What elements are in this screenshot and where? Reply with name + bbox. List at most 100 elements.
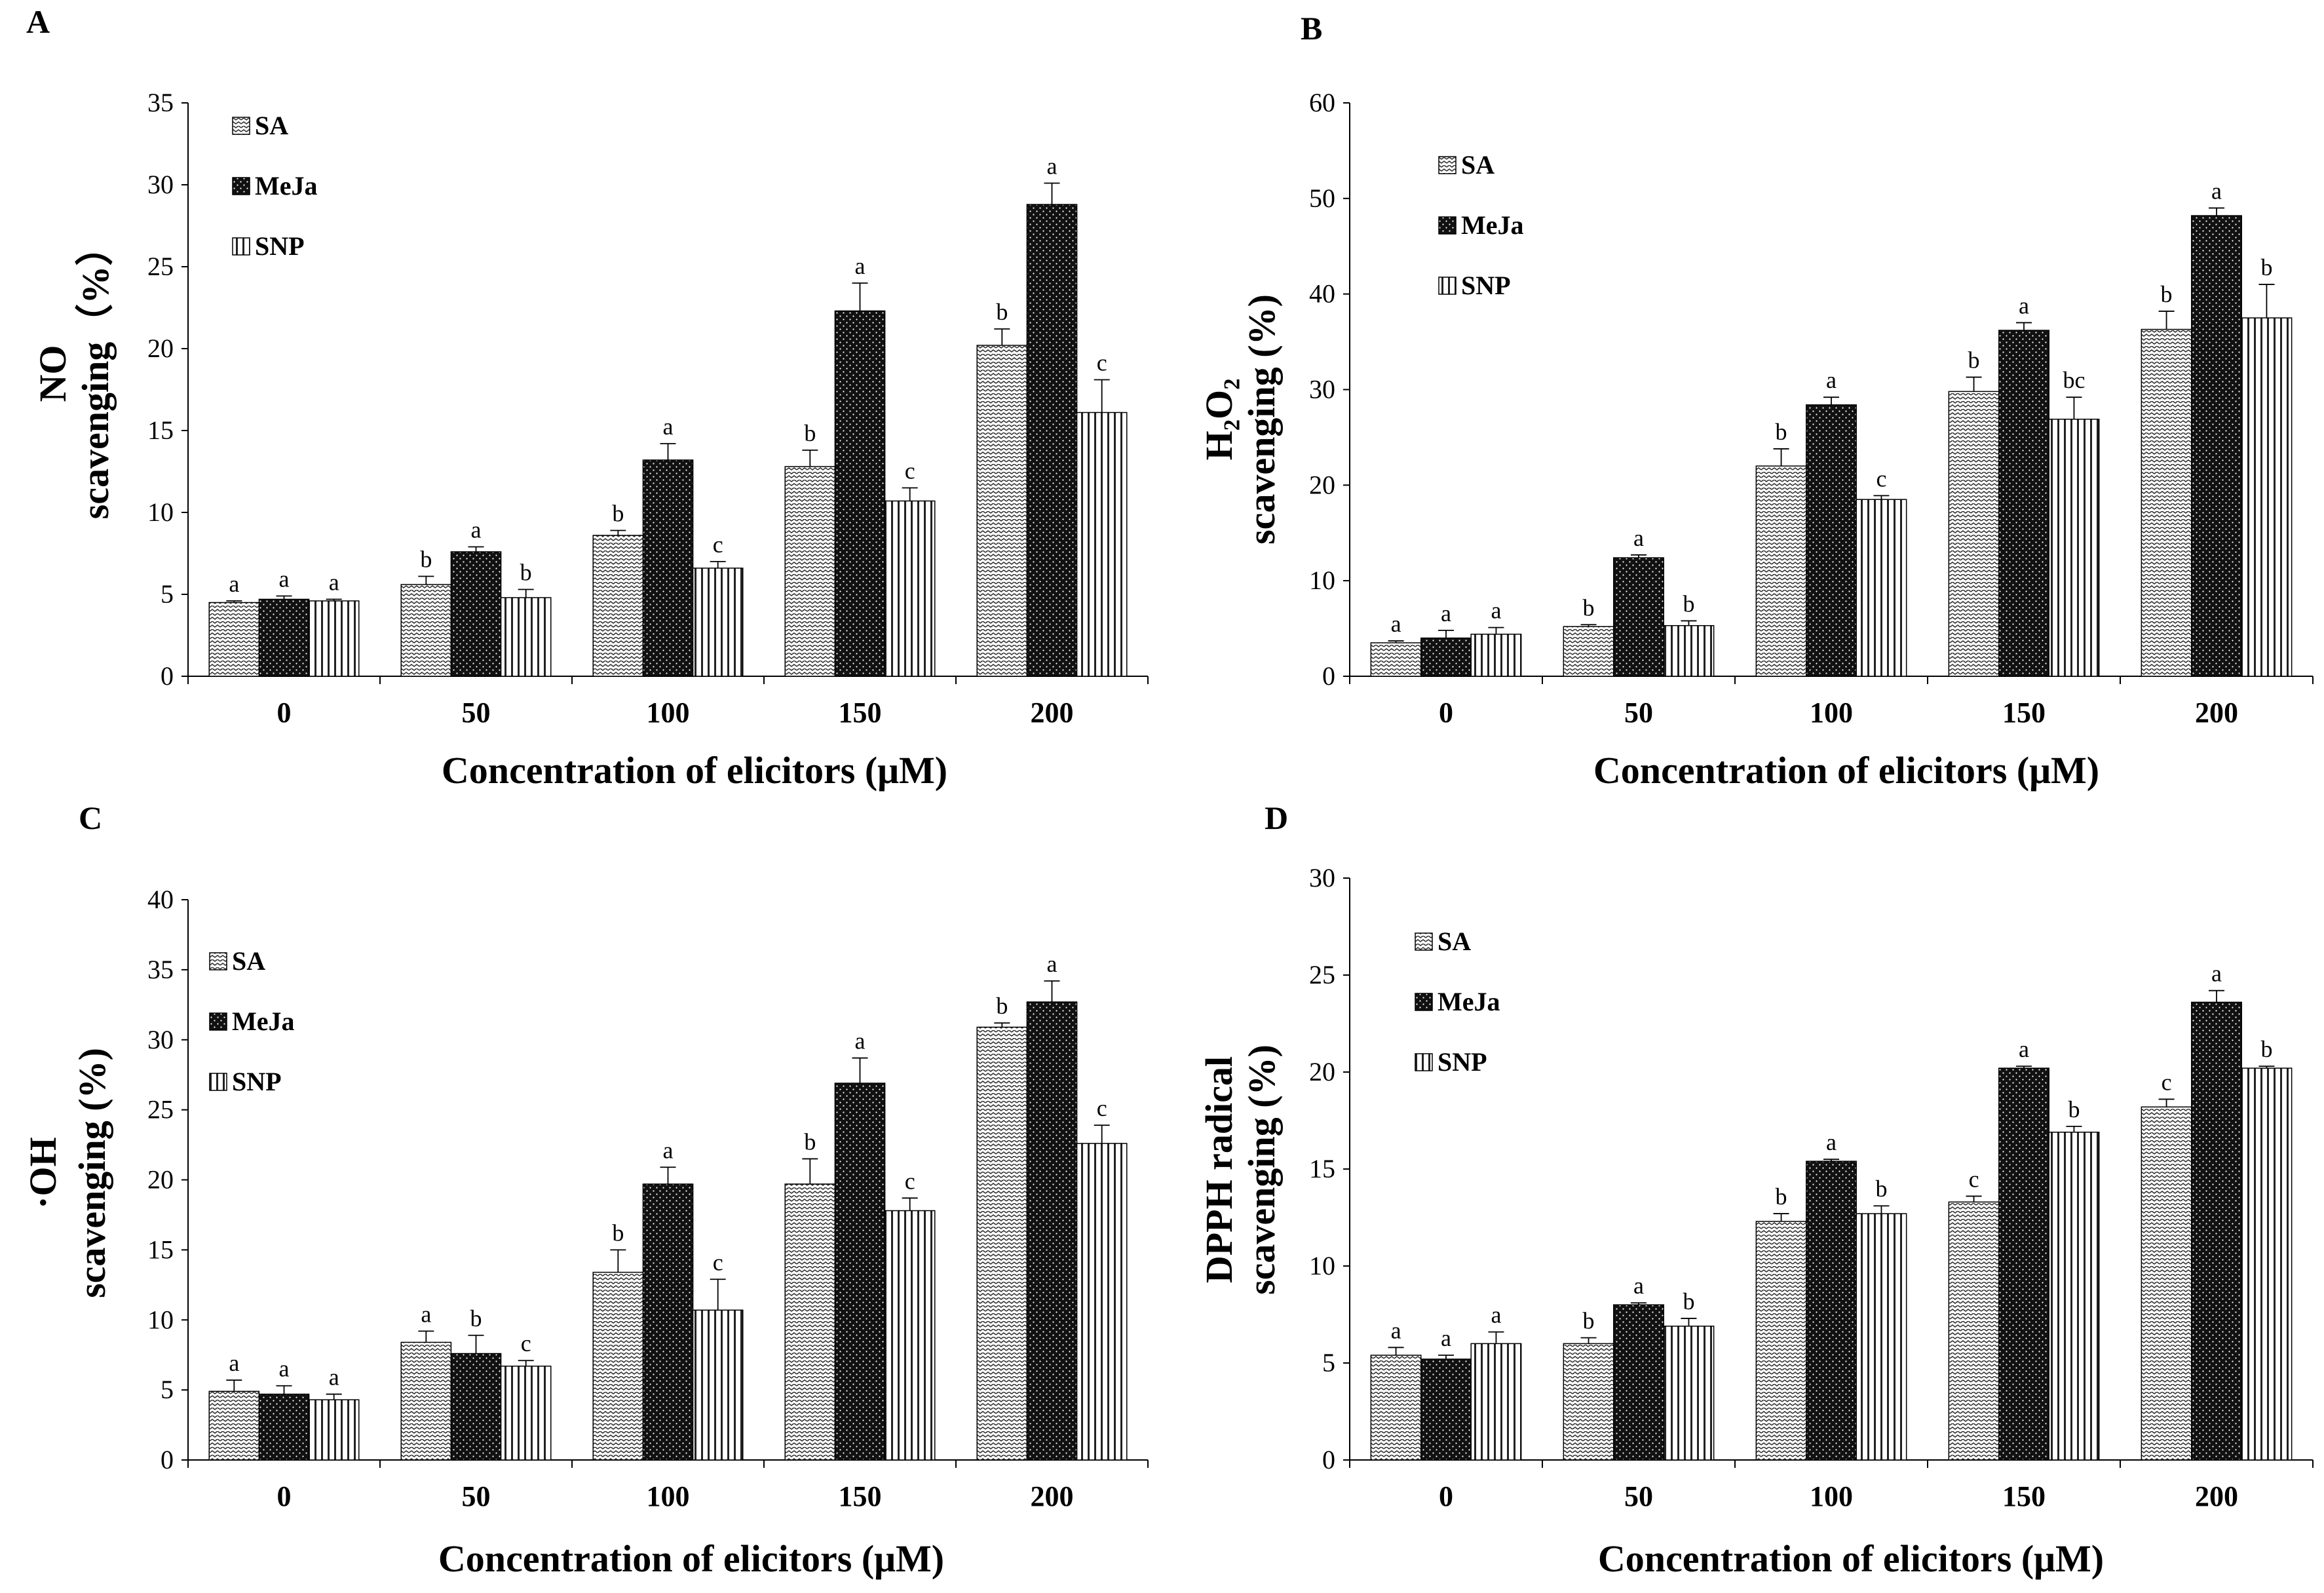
x-tick-label: 50 bbox=[462, 697, 491, 729]
y-axis-label: H₂O₂ bbox=[1198, 378, 1240, 460]
legend-label-sa: SA bbox=[1438, 927, 1471, 956]
significance-letter: b bbox=[520, 560, 532, 586]
y-tick-label: 10 bbox=[147, 497, 174, 527]
significance-letter: c bbox=[1097, 1095, 1107, 1121]
y-axis-label: scavenging（%） bbox=[74, 228, 117, 520]
y-tick-label: 10 bbox=[1309, 566, 1335, 595]
significance-letter: a bbox=[329, 569, 339, 596]
x-tick-label: 0 bbox=[277, 1480, 292, 1512]
y-tick-label: 15 bbox=[1309, 1154, 1335, 1183]
y-axis-label: scavenging (%) bbox=[1240, 294, 1283, 545]
bar-meja bbox=[1420, 1358, 1472, 1461]
y-tick-label: 50 bbox=[1309, 183, 1335, 213]
y-axis-label: DPPH radical bbox=[1198, 1056, 1240, 1283]
significance-letter: a bbox=[1047, 153, 1057, 180]
significance-letter: b bbox=[996, 993, 1008, 1019]
y-tick-label: 0 bbox=[161, 1445, 174, 1474]
bar-sa bbox=[208, 1391, 260, 1461]
y-tick-label: 25 bbox=[1309, 960, 1335, 989]
legend-swatch-sa bbox=[209, 952, 227, 970]
legend-label-meja: MeJa bbox=[1438, 987, 1500, 1016]
legend-label-snp: SNP bbox=[1438, 1047, 1487, 1077]
significance-letter: bc bbox=[2063, 367, 2085, 393]
y-tick-label: 40 bbox=[147, 885, 174, 914]
bar-snp bbox=[308, 600, 360, 677]
bar-sa bbox=[2141, 1106, 2192, 1461]
bar-meja bbox=[1613, 557, 1664, 677]
bar-snp bbox=[692, 1309, 744, 1461]
significance-letter: b bbox=[612, 1219, 624, 1246]
bar-snp bbox=[1076, 1143, 1128, 1461]
y-tick-label: 25 bbox=[147, 252, 174, 281]
significance-letter: b bbox=[2161, 281, 2173, 307]
panel-letter: C bbox=[79, 799, 102, 836]
bar-sa bbox=[1370, 1354, 1422, 1461]
y-tick-label: 35 bbox=[147, 88, 174, 117]
x-tick-label: 150 bbox=[839, 1480, 882, 1512]
panel-a: A 0 5 10 15 20 25 30 35 0 a a a 50 b a b 100 b a c 150 b a c 200 b… bbox=[26, 3, 1149, 792]
legend-swatch-meja bbox=[232, 177, 250, 195]
y-tick-label: 10 bbox=[147, 1305, 174, 1334]
bar-sa bbox=[784, 1183, 836, 1461]
significance-letter: a bbox=[279, 1356, 290, 1382]
significance-letter: a bbox=[2019, 1036, 2029, 1062]
legend-label-snp: SNP bbox=[1461, 271, 1511, 300]
significance-letter: a bbox=[855, 1028, 866, 1054]
x-tick-label: 150 bbox=[2002, 1480, 2046, 1512]
bar-snp bbox=[1856, 1213, 1907, 1461]
bar-snp bbox=[2048, 418, 2100, 677]
bar-sa bbox=[976, 1026, 1028, 1461]
bar-meja bbox=[834, 1083, 886, 1461]
legend-swatch-snp bbox=[1438, 277, 1457, 295]
significance-letter: a bbox=[1441, 600, 1451, 626]
significance-letter: a bbox=[1441, 1325, 1451, 1351]
y-tick-label: 25 bbox=[147, 1095, 174, 1124]
bar-snp bbox=[884, 500, 936, 677]
legend-swatch-meja bbox=[1415, 993, 1433, 1011]
bar-sa bbox=[592, 535, 644, 677]
bar-meja bbox=[450, 1353, 502, 1461]
legend-label-sa: SA bbox=[255, 111, 288, 140]
legend-swatch-snp bbox=[209, 1073, 227, 1091]
x-tick-label: 200 bbox=[2195, 697, 2238, 729]
significance-letter: c bbox=[905, 1168, 915, 1194]
bar-snp bbox=[1663, 1326, 1715, 1461]
bar-sa bbox=[1948, 391, 2000, 677]
bar-meja bbox=[642, 459, 694, 677]
bar-sa bbox=[592, 1271, 644, 1461]
bar-snp bbox=[308, 1399, 360, 1461]
bar-meja bbox=[642, 1183, 694, 1461]
significance-letter: b bbox=[1583, 594, 1595, 621]
bar-sa bbox=[1370, 642, 1422, 677]
y-tick-label: 0 bbox=[1322, 1445, 1335, 1474]
y-tick-label: 0 bbox=[161, 661, 174, 691]
significance-letter: b bbox=[1776, 1183, 1787, 1210]
bar-sa bbox=[1755, 465, 1807, 677]
x-tick-label: 100 bbox=[647, 1480, 690, 1512]
bar-meja bbox=[1026, 1001, 1078, 1461]
x-tick-label: 200 bbox=[1031, 1480, 1074, 1512]
legend-label-sa: SA bbox=[232, 946, 265, 976]
bar-sa bbox=[400, 584, 452, 677]
x-tick-label: 0 bbox=[1439, 1480, 1453, 1512]
significance-letter: a bbox=[1047, 951, 1057, 977]
y-tick-label: 40 bbox=[1309, 279, 1335, 309]
significance-letter: a bbox=[229, 571, 239, 597]
y-axis-label: ·OH bbox=[22, 1137, 64, 1209]
bar-snp bbox=[1076, 412, 1128, 677]
bar-snp bbox=[692, 567, 744, 677]
significance-letter: a bbox=[663, 1137, 674, 1163]
significance-letter: b bbox=[1776, 419, 1787, 445]
bar-snp bbox=[1470, 634, 1522, 677]
legend-label-meja: MeJa bbox=[1461, 210, 1524, 240]
bar-sa bbox=[1563, 626, 1614, 677]
legend-label-snp: SNP bbox=[232, 1067, 282, 1096]
bar-sa bbox=[1948, 1201, 2000, 1461]
bar-snp bbox=[2048, 1132, 2100, 1461]
significance-letter: c bbox=[713, 1249, 723, 1275]
bar-snp bbox=[1856, 499, 1907, 677]
bar-meja bbox=[258, 1393, 310, 1461]
significance-letter: b bbox=[1875, 1176, 1887, 1202]
significance-letter: c bbox=[2162, 1069, 2172, 1095]
y-tick-label: 30 bbox=[1309, 863, 1335, 892]
